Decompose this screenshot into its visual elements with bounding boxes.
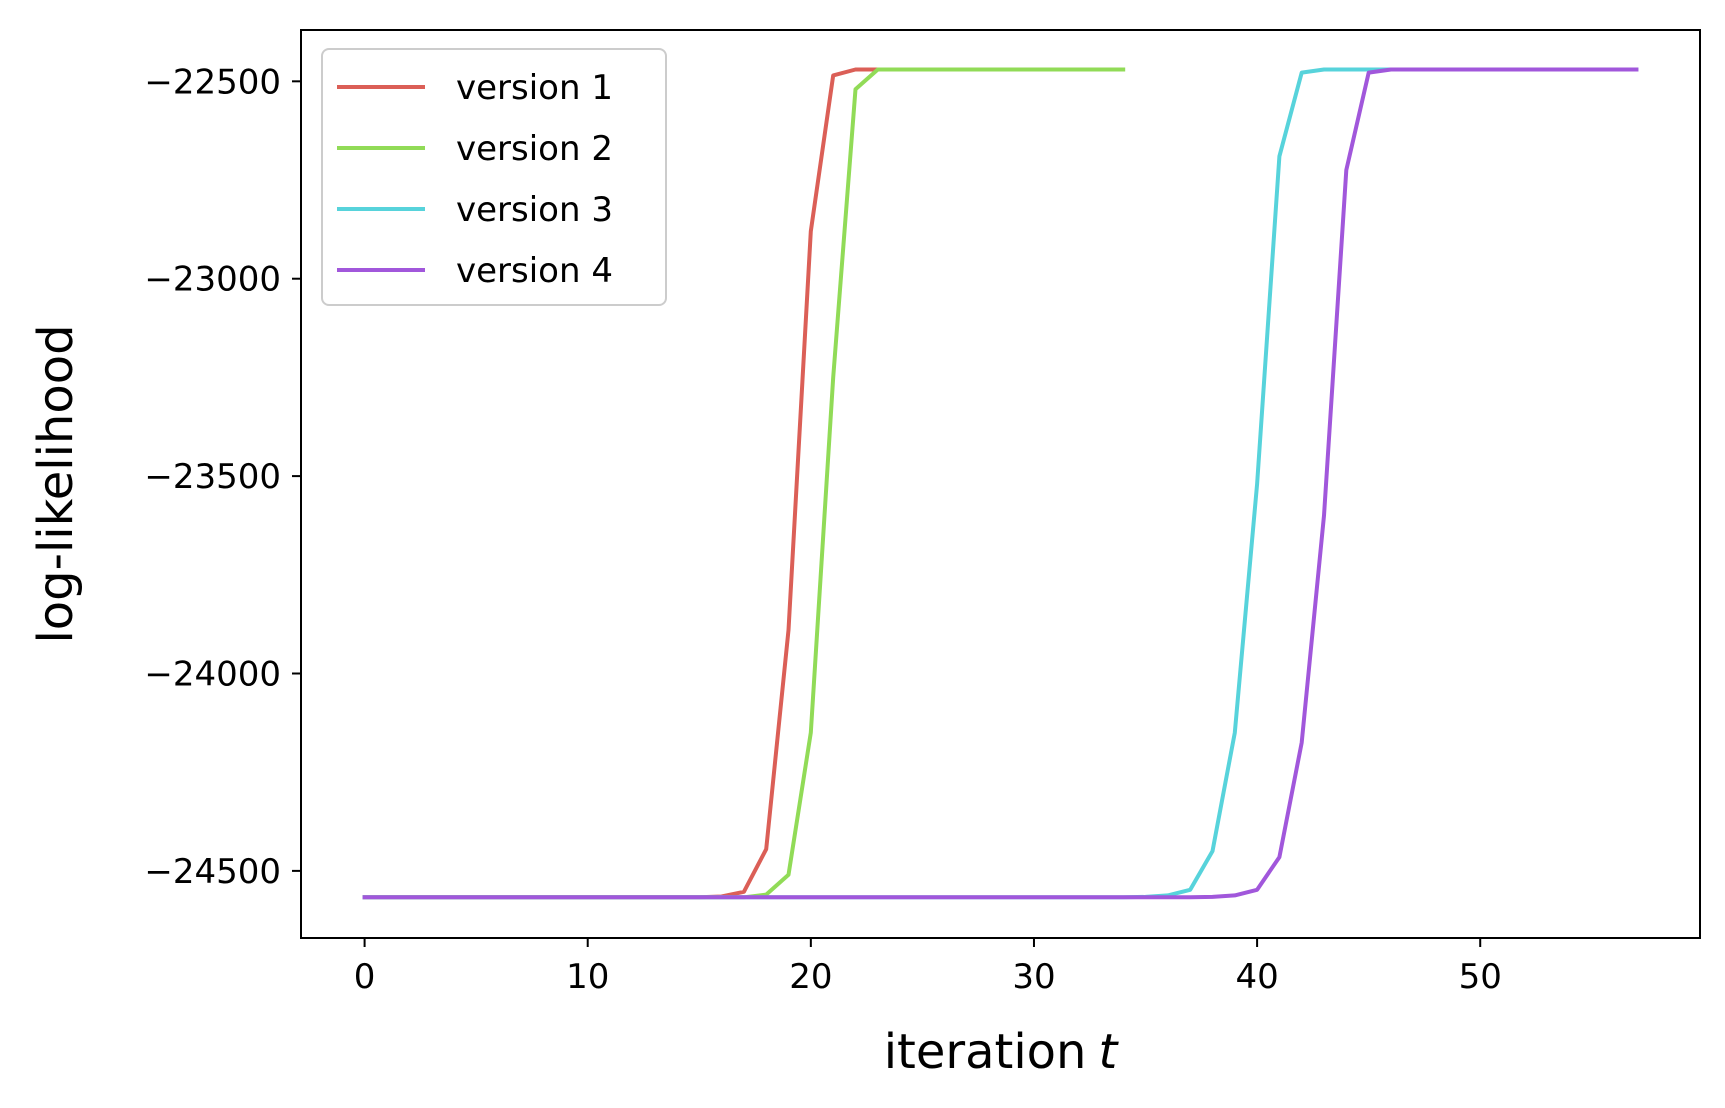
legend-label-2: version 2 — [456, 129, 613, 169]
x-tick-label: 10 — [566, 957, 609, 997]
legend-box — [321, 48, 667, 306]
legend: version 1 version 2 version 3 version 4 — [321, 48, 667, 306]
x-tick-label: 0 — [354, 957, 376, 997]
y-axis-title: log-likelihood — [28, 324, 84, 643]
y-axis: −22500 −23000 −23500 −24000 −24500 — [144, 62, 301, 892]
y-tick-label: −23500 — [144, 457, 281, 497]
legend-label-3: version 3 — [456, 190, 613, 230]
series-layer — [362, 67, 1639, 900]
x-tick-label: 30 — [1012, 957, 1055, 997]
y-tick-label: −24000 — [144, 654, 281, 694]
y-tick-label: −24500 — [144, 852, 281, 892]
x-axis-title: iteration t — [884, 1024, 1120, 1080]
x-axis: 0 10 20 30 40 50 — [354, 938, 1502, 997]
legend-label-1: version 1 — [456, 68, 613, 108]
y-tick-label: −23000 — [144, 260, 281, 300]
x-tick-label: 40 — [1235, 957, 1278, 997]
plot-area-frame — [300, 29, 1701, 939]
x-tick-label: 50 — [1459, 957, 1502, 997]
x-tick-label: 20 — [789, 957, 832, 997]
x-axis-title-variable: t — [1098, 1024, 1119, 1080]
series-line-4 — [362, 67, 1639, 900]
legend-label-4: version 4 — [456, 251, 613, 291]
x-axis-title-text: iteration — [884, 1024, 1087, 1080]
y-tick-label: −22500 — [144, 62, 281, 102]
